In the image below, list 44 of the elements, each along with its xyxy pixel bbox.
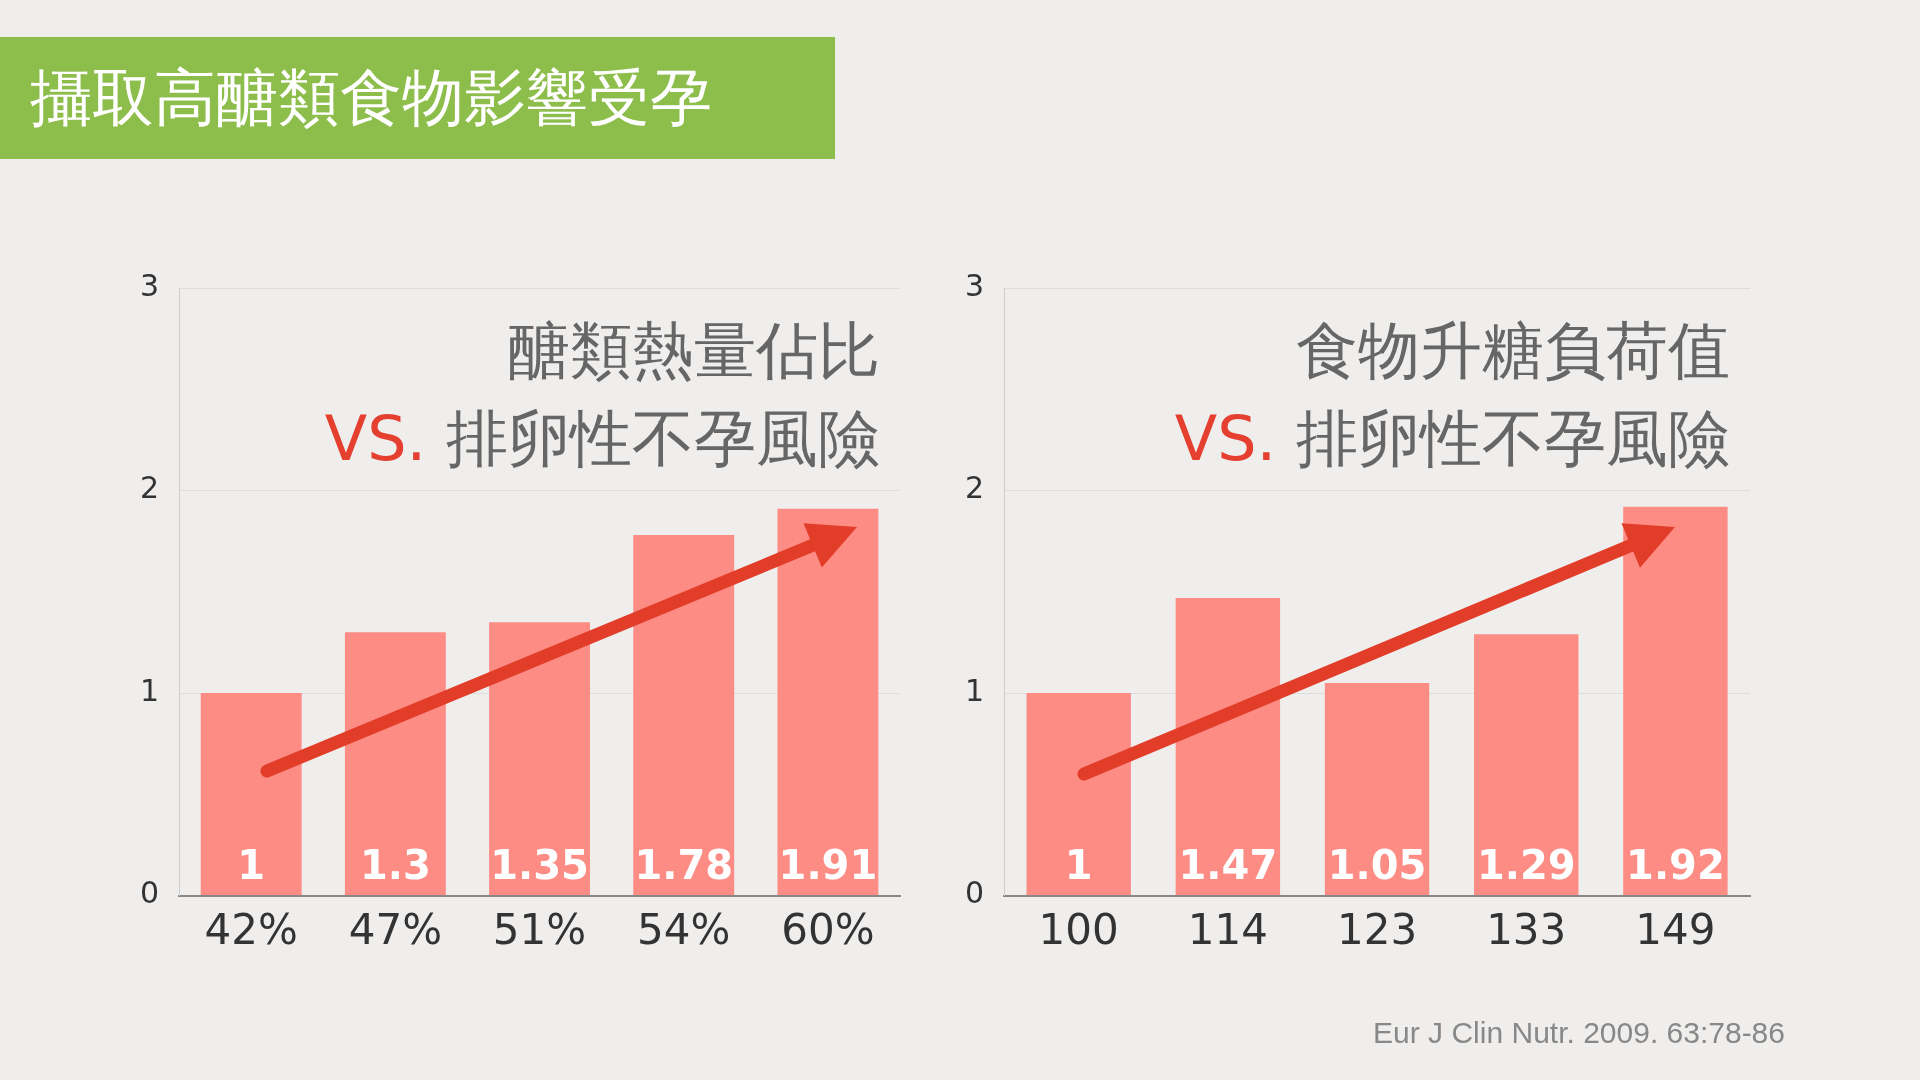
text: Eur J Clin Nutr. 2009. 63:78-86	[1373, 1016, 1785, 1050]
data-label: 1.05	[1327, 842, 1427, 889]
data-label: 1.3	[359, 842, 431, 889]
x-tick-label: 54%	[637, 904, 731, 954]
text: 食物升糖負荷值	[1296, 314, 1730, 387]
bar	[200, 693, 302, 896]
data-label: 1.78	[634, 842, 734, 889]
y-tick-label: 3	[964, 267, 985, 303]
x-tick-label: 114	[1187, 904, 1268, 954]
data-label: 1.91	[778, 842, 878, 889]
x-tick-label: 123	[1336, 904, 1418, 954]
text: VS. 排卵性不孕風險	[324, 402, 880, 475]
bar	[344, 632, 446, 896]
data-label: 1	[237, 842, 266, 889]
text: VS. 排卵性不孕風險	[1174, 402, 1730, 475]
y-tick-label: 3	[139, 267, 160, 303]
data-label: 1.29	[1476, 842, 1576, 889]
y-tick-label: 1	[964, 672, 985, 708]
x-tick-label: 149	[1635, 904, 1716, 954]
y-tick-label: 0	[964, 875, 985, 911]
bar	[1474, 634, 1579, 896]
y-tick-label: 2	[139, 470, 160, 506]
x-tick-label: 100	[1038, 904, 1119, 954]
text: 攝取高醣類食物影響受孕	[0, 37, 835, 159]
y-tick-label: 0	[139, 875, 160, 911]
bar	[1175, 597, 1281, 896]
bar	[489, 622, 591, 896]
bar	[1324, 682, 1430, 896]
y-tick-label: 2	[964, 470, 985, 506]
x-tick-label: 51%	[492, 904, 587, 954]
x-tick-label: 60%	[781, 904, 875, 954]
text: 醣類熱量佔比	[508, 314, 880, 387]
bar	[777, 508, 879, 896]
data-label: 1.35	[490, 842, 589, 889]
y-tick-label: 1	[139, 672, 160, 708]
data-label: 1	[1064, 842, 1093, 889]
bar	[1026, 693, 1131, 896]
x-tick-label: 42%	[204, 904, 298, 954]
x-tick-label: 133	[1486, 904, 1567, 954]
bar	[1623, 506, 1728, 896]
data-label: 1.47	[1178, 842, 1278, 889]
x-tick-label: 47%	[348, 904, 443, 954]
bar	[633, 535, 735, 896]
data-label: 1.92	[1626, 842, 1725, 889]
